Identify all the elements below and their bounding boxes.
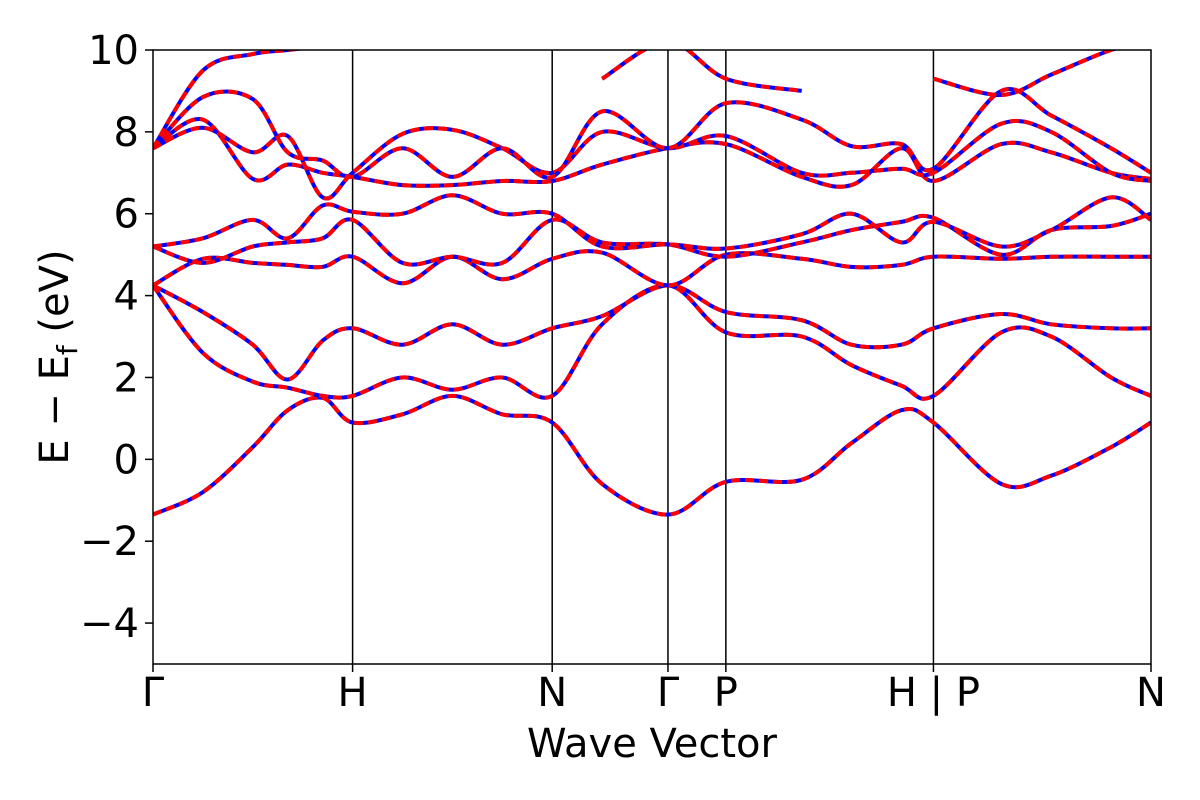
y-axis-title-main: E − E [32,355,78,465]
kpoint-lines [351,50,935,664]
y-tick-label: 8 [114,110,139,156]
y-tick-label: −2 [80,519,139,565]
band-line-overlay-11 [601,50,803,93]
band-line-overlay-7 [153,117,1151,189]
band-line-overlay-2 [153,283,1151,401]
x-tick-label: N [537,670,567,716]
y-tick-label: 2 [114,355,139,401]
y-axis-title-subscript: f [51,344,84,355]
plot-frame [152,49,1152,665]
band-line-overlay-1 [153,393,1151,517]
band-line-overlay-6 [153,193,1151,251]
y-tick-label: −4 [80,601,139,647]
x-tick-label: H | P [887,670,980,716]
band-line-overlay-9 [153,87,1151,180]
x-tick-label: N [1136,670,1166,716]
y-tick-label: 6 [114,192,139,238]
band-line-overlay-8 [153,118,1151,201]
y-ticks: −4 −2 0 2 4 6 8 10 [80,28,153,647]
y-tick-label: 10 [88,28,139,74]
band-line-overlay-5 [153,211,1151,267]
band-line-overlay-3 [153,283,1151,382]
x-tick-label: Γ [142,670,165,716]
band-line-overlay-4 [153,249,1151,288]
y-axis-title: E − Ef (eV) [32,249,84,464]
band-line-overlay-12 [932,50,1119,98]
y-axis-title-unit: (eV) [32,249,78,345]
x-tick-label: Γ [657,670,680,716]
band-line-overlay-10 [153,50,306,150]
y-tick-label: 0 [114,437,139,483]
x-tick-label: H [338,670,368,716]
x-tick-label: P [714,670,738,716]
bands [153,50,1151,517]
x-axis-title: Wave Vector [527,721,778,767]
y-tick-label: 4 [114,274,139,320]
